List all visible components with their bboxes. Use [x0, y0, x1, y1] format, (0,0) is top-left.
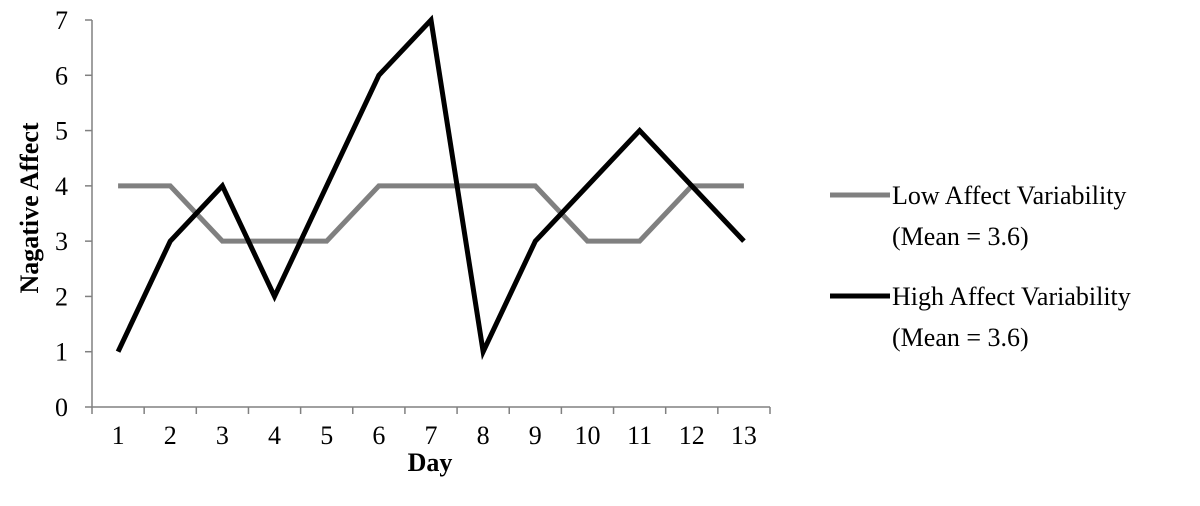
- x-tick-label: 3: [216, 421, 229, 450]
- x-tick-labels: 1 2 3 4 5 6 7 8 9 10 11 12 13: [112, 421, 757, 450]
- x-axis-title: Day: [408, 448, 453, 477]
- x-tick-label: 12: [679, 421, 705, 450]
- legend-label-low-affect-variability: Low Affect Variability: [892, 181, 1126, 210]
- y-tick-label: 4: [55, 172, 68, 201]
- y-axis-title: Nagative Affect: [15, 122, 44, 293]
- x-tick-label: 8: [477, 421, 490, 450]
- x-tick-label: 1: [112, 421, 125, 450]
- y-tick-label: 5: [55, 117, 68, 146]
- x-tick-label: 13: [731, 421, 757, 450]
- y-tick-label: 1: [55, 338, 68, 367]
- x-tick-label: 9: [529, 421, 542, 450]
- x-tick-label: 10: [574, 421, 600, 450]
- y-tick-label: 7: [55, 6, 68, 35]
- x-tick-label: 11: [627, 421, 652, 450]
- y-tick-label: 2: [55, 282, 68, 311]
- legend-label-high-affect-variability: High Affect Variability: [892, 282, 1131, 311]
- legend-sublabel-low-affect-variability: (Mean = 3.6): [892, 222, 1029, 251]
- x-tick-label: 2: [164, 421, 177, 450]
- y-tick-label: 6: [55, 61, 68, 90]
- y-tick-label: 3: [55, 227, 68, 256]
- legend: Low Affect Variability (Mean = 3.6) High…: [830, 181, 1131, 352]
- legend-sublabel-high-affect-variability: (Mean = 3.6): [892, 323, 1029, 352]
- series-lines: [115, 14, 746, 361]
- y-tick-labels: 0 1 2 3 4 5 6 7: [55, 6, 68, 422]
- x-tick-label: 5: [320, 421, 333, 450]
- x-tick-label: 4: [268, 421, 281, 450]
- x-tick-label: 6: [372, 421, 385, 450]
- y-tick-label: 0: [55, 393, 68, 422]
- axes: [85, 19, 771, 414]
- x-tick-label: 7: [425, 421, 438, 450]
